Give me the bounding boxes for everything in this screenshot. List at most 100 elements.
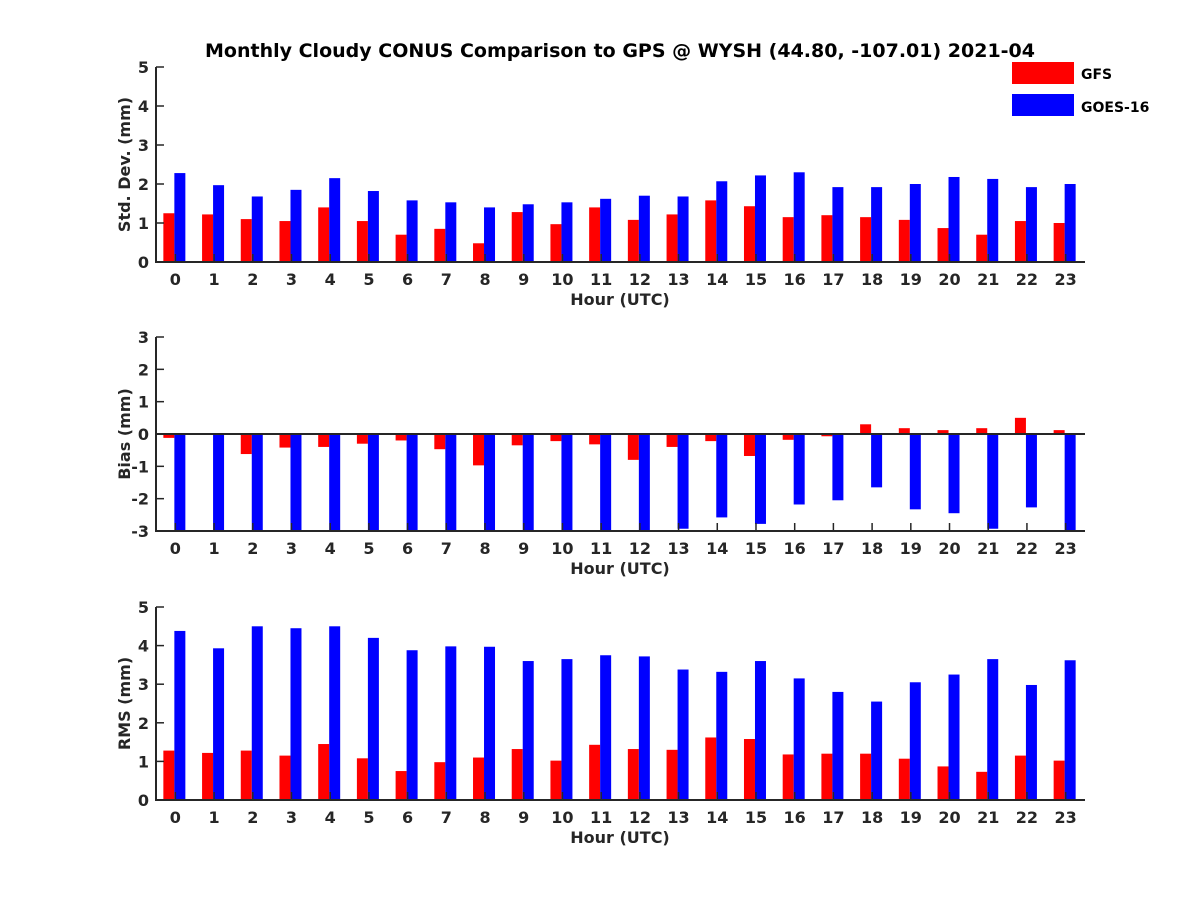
std-dev-bar-gfs-10 [550, 224, 562, 262]
bias-bar-gfs-10 [550, 434, 562, 442]
rms-bar-goes16-22 [1025, 684, 1037, 800]
bias-bar-goes16-1 [213, 434, 225, 531]
std-dev-bar-goes16-1 [213, 185, 225, 262]
rms-bar-goes16-12 [638, 656, 650, 800]
std-dev-xtick-label: 17 [822, 270, 844, 289]
bias-xtick-label: 4 [325, 539, 336, 558]
bias-bar-goes16-16 [793, 434, 805, 505]
rms-xtick-label: 9 [518, 808, 529, 827]
std-dev-bar-gfs-19 [898, 219, 910, 262]
std-dev-bar-gfs-22 [1014, 221, 1026, 262]
bias-bar-gfs-13 [666, 434, 678, 447]
std-dev-xtick-label: 11 [590, 270, 612, 289]
rms-bar-goes16-11 [600, 655, 612, 800]
bias-xtick-label: 17 [822, 539, 844, 558]
rms-bar-gfs-19 [898, 758, 910, 800]
std-dev-xtick-label: 16 [784, 270, 806, 289]
std-dev-xtick-label: 4 [325, 270, 336, 289]
std-dev-xtick-label: 22 [1016, 270, 1038, 289]
rms-bar-gfs-11 [589, 744, 601, 800]
rms-xtick-label: 17 [822, 808, 844, 827]
rms-ytick-label: 3 [138, 675, 149, 694]
rms-xtick-label: 2 [247, 808, 258, 827]
rms-bar-gfs-0 [163, 750, 175, 800]
std-dev-xtick-label: 18 [861, 270, 883, 289]
std-dev-bar-goes16-16 [793, 172, 805, 262]
std-dev-xtick-label: 6 [402, 270, 413, 289]
std-dev-bar-gfs-9 [511, 212, 523, 262]
rms-xtick-label: 5 [363, 808, 374, 827]
rms-xlabel: Hour (UTC) [570, 828, 670, 847]
bias-bar-goes16-3 [290, 434, 302, 531]
std-dev-bar-goes16-6 [406, 200, 418, 262]
rms-bar-goes16-17 [832, 691, 844, 800]
std-dev-bar-gfs-15 [743, 206, 755, 262]
rms-xtick-label: 0 [170, 808, 181, 827]
rms-bar-goes16-20 [948, 674, 960, 800]
std-dev-bar-goes16-20 [948, 176, 960, 262]
bias-xtick-label: 0 [170, 539, 181, 558]
std-dev-xtick-label: 21 [977, 270, 999, 289]
std-dev-bar-goes16-21 [987, 178, 999, 262]
rms-xtick-label: 23 [1055, 808, 1077, 827]
legend-label-goes16: GOES-16 [1081, 100, 1149, 116]
bias-bar-goes16-11 [600, 434, 612, 531]
rms-bar-gfs-1 [202, 752, 214, 800]
bias-ytick-label: 0 [138, 425, 149, 444]
rms-bar-goes16-10 [561, 659, 573, 800]
std-dev-bar-goes16-5 [367, 191, 379, 262]
bias-bar-gfs-11 [589, 434, 601, 445]
std-dev-xtick-label: 8 [479, 270, 490, 289]
std-dev-bar-gfs-13 [666, 214, 678, 262]
rms-bar-goes16-18 [871, 701, 883, 800]
rms-ylabel: RMS (mm) [115, 657, 134, 750]
bias-xlabel: Hour (UTC) [570, 559, 670, 578]
rms-bar-gfs-8 [473, 757, 485, 800]
std-dev-bar-gfs-21 [976, 234, 988, 262]
bias-bar-gfs-3 [279, 434, 291, 448]
rms-bar-goes16-8 [484, 646, 496, 800]
bias-bar-gfs-20 [937, 430, 949, 434]
std-dev-bar-gfs-11 [589, 207, 601, 262]
std-dev-bar-goes16-13 [677, 196, 689, 262]
rms-bar-gfs-15 [743, 739, 755, 800]
bias-bar-gfs-7 [434, 434, 446, 450]
rms-bar-goes16-6 [406, 650, 418, 800]
rms-xtick-label: 18 [861, 808, 883, 827]
bias-ytick-label: -3 [131, 522, 149, 541]
bias-bar-goes16-21 [987, 434, 999, 529]
rms-bar-goes16-2 [251, 626, 263, 800]
figure-title: Monthly Cloudy CONUS Comparison to GPS @… [205, 40, 1035, 62]
std-dev-xtick-label: 12 [629, 270, 651, 289]
bias-ylabel: Bias (mm) [115, 388, 134, 480]
std-dev-xtick-label: 3 [286, 270, 297, 289]
std-dev-bar-gfs-0 [163, 213, 175, 262]
rms-bar-gfs-9 [511, 749, 523, 800]
bias-xtick-label: 7 [441, 539, 452, 558]
bias-bar-goes16-7 [445, 434, 457, 531]
std-dev-ytick-label: 5 [138, 58, 149, 77]
bias-xtick-label: 1 [208, 539, 219, 558]
rms-bar-goes16-16 [793, 678, 805, 800]
bias-bar-gfs-4 [318, 434, 330, 447]
bias-bar-gfs-17 [821, 434, 833, 437]
bias-xtick-label: 18 [861, 539, 883, 558]
std-dev-bar-goes16-0 [174, 173, 186, 262]
rms-bar-goes16-19 [909, 682, 921, 800]
bias-ytick-label: 1 [138, 393, 149, 412]
bias-bar-goes16-0 [174, 434, 186, 531]
bias-xtick-label: 2 [247, 539, 258, 558]
std-dev-bar-gfs-20 [937, 228, 949, 262]
std-dev-ytick-label: 2 [138, 175, 149, 194]
bias-ytick-label: -1 [131, 457, 149, 476]
rms-ytick-label: 5 [138, 598, 149, 617]
bias-ytick-label: 3 [138, 328, 149, 347]
rms-bar-goes16-1 [213, 648, 225, 800]
std-dev-xtick-label: 0 [170, 270, 181, 289]
std-dev-bar-goes16-11 [600, 198, 612, 262]
bias-xtick-label: 9 [518, 539, 529, 558]
std-dev-bar-gfs-5 [356, 221, 368, 262]
std-dev-bar-gfs-14 [705, 200, 717, 262]
std-dev-bar-goes16-10 [561, 202, 573, 262]
bias-ytick-label: -2 [131, 490, 149, 509]
